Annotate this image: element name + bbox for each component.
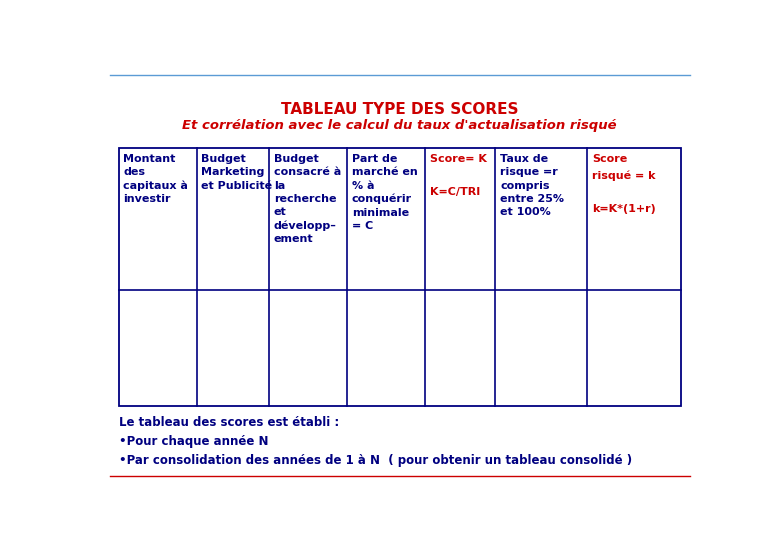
Text: Budget
consacré à
la
recherche
et
développ–
ement: Budget consacré à la recherche et dévelo… [274, 154, 341, 244]
Text: TABLEAU TYPE DES SCORES: TABLEAU TYPE DES SCORES [281, 102, 519, 117]
Text: Score
risqué = k

k=K*(1+r): Score risqué = k k=K*(1+r) [592, 154, 656, 214]
Text: Part de
marché en
% à
conquérir
minimale
= C: Part de marché en % à conquérir minimale… [352, 154, 418, 231]
Text: Montant
des
capitaux à
investir: Montant des capitaux à investir [123, 154, 188, 205]
Text: Budget
Marketing
et Publicité: Budget Marketing et Publicité [201, 154, 272, 191]
Bar [119, 148, 681, 406]
Text: Le tableau des scores est établi :
•Pour chaque année N
•Par consolidation des a: Le tableau des scores est établi : •Pour… [119, 416, 632, 467]
Text: Et corrélation avec le calcul du taux d'actualisation risqué: Et corrélation avec le calcul du taux d'… [183, 119, 617, 132]
Text: Score= K

K=C/TRI: Score= K K=C/TRI [430, 154, 487, 197]
Text: Taux de
risque =r
compris
entre 25%
et 100%: Taux de risque =r compris entre 25% et 1… [500, 154, 564, 217]
